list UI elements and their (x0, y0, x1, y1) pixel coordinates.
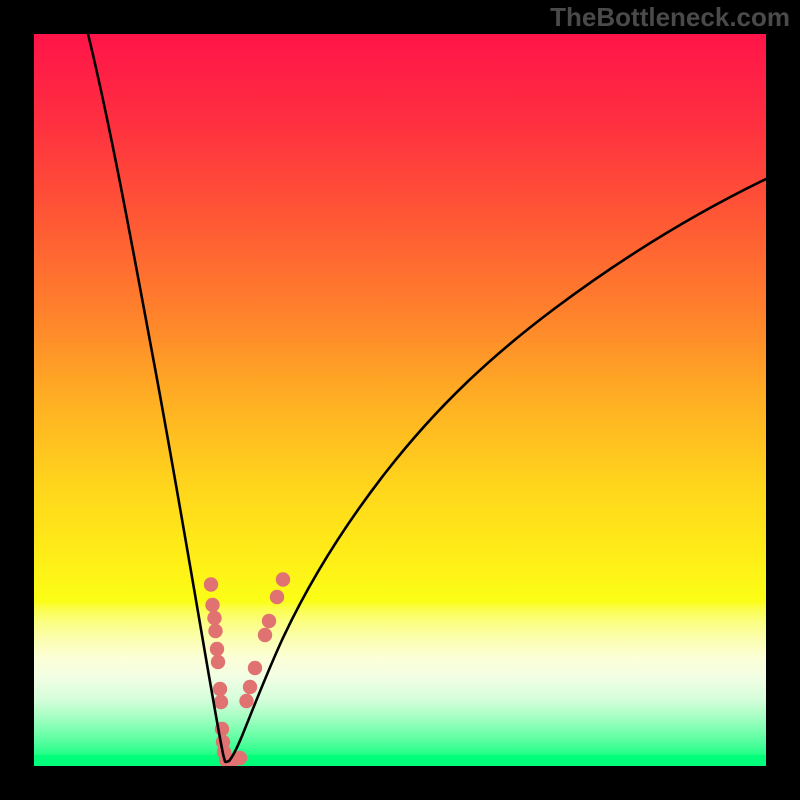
watermark-text: TheBottleneck.com (550, 2, 790, 33)
figure-container: TheBottleneck.com (0, 0, 800, 800)
plot-area (34, 34, 766, 766)
data-dot (213, 682, 227, 696)
data-dot (208, 624, 222, 638)
dot-group (204, 572, 290, 766)
data-dot (204, 577, 218, 591)
data-dot (243, 680, 257, 694)
data-dot (210, 642, 224, 656)
data-dot (276, 572, 290, 586)
data-dot (258, 628, 272, 642)
right-curve (226, 179, 766, 762)
left-curve (88, 34, 225, 762)
data-dot (205, 598, 219, 612)
curves-svg (34, 34, 766, 766)
data-dot (211, 655, 225, 669)
data-dot (270, 590, 284, 604)
data-dot (262, 614, 276, 628)
data-dot (207, 611, 221, 625)
data-dot (248, 661, 262, 675)
data-dot (214, 695, 228, 709)
data-dot (239, 694, 253, 708)
